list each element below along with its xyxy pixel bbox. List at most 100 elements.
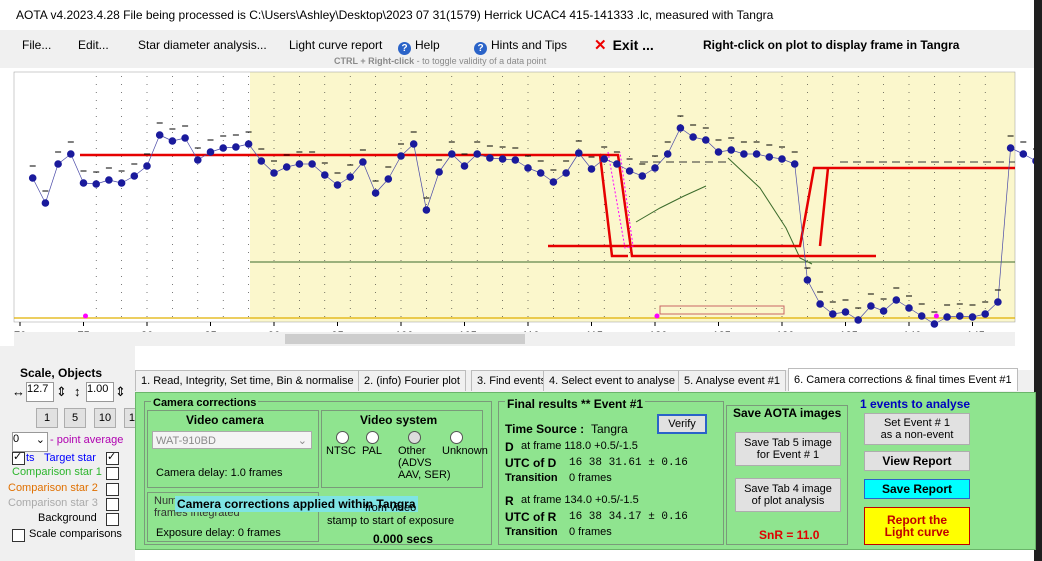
view-report-button[interactable]: View Report <box>864 451 970 471</box>
data-point[interactable] <box>435 168 443 176</box>
data-point[interactable] <box>105 176 113 184</box>
scale-button-5[interactable]: 5 <box>64 408 86 428</box>
data-point[interactable] <box>994 298 1002 306</box>
data-point[interactable] <box>244 140 253 148</box>
scale-comparisons-checkbox[interactable] <box>12 529 25 542</box>
data-point[interactable] <box>371 189 380 197</box>
data-point[interactable] <box>536 169 545 177</box>
data-point[interactable] <box>549 178 558 186</box>
data-point[interactable] <box>524 164 532 172</box>
data-point[interactable] <box>409 140 418 148</box>
data-point[interactable] <box>511 156 520 164</box>
data-point[interactable] <box>460 162 469 170</box>
tab-fourier[interactable]: 2. (info) Fourier plot <box>358 370 466 391</box>
data-point[interactable] <box>803 276 812 284</box>
data-point[interactable] <box>359 158 367 166</box>
data-point[interactable] <box>663 150 672 158</box>
data-point[interactable] <box>841 308 850 316</box>
data-point[interactable] <box>575 149 583 157</box>
data-point[interactable] <box>308 160 316 168</box>
data-point[interactable] <box>28 174 37 182</box>
data-point[interactable] <box>943 313 951 321</box>
tab-select-event[interactable]: 4. Select event to analyse <box>543 370 681 391</box>
data-point[interactable] <box>295 160 304 168</box>
data-point[interactable] <box>92 180 100 188</box>
data-point[interactable] <box>282 163 291 171</box>
ntsc-radio[interactable] <box>336 431 349 444</box>
data-point[interactable] <box>155 131 164 139</box>
data-point[interactable] <box>917 312 926 320</box>
data-point[interactable] <box>498 155 507 163</box>
data-points[interactable] <box>28 108 1042 328</box>
data-point[interactable] <box>740 150 748 158</box>
menu-help[interactable]: ? Help <box>398 38 440 55</box>
menu-hints[interactable]: ? Hints and Tips <box>474 38 567 55</box>
data-point[interactable] <box>638 172 647 180</box>
comparison-3-checkbox[interactable] <box>106 498 119 511</box>
data-point[interactable] <box>752 150 761 158</box>
data-point[interactable] <box>816 300 824 308</box>
tab-camera-corrections[interactable]: 6. Camera corrections & final times Even… <box>788 368 1018 391</box>
data-point[interactable] <box>117 179 126 187</box>
data-point[interactable] <box>130 172 139 180</box>
data-point[interactable] <box>168 137 177 145</box>
other-radio[interactable] <box>408 431 421 444</box>
data-point[interactable] <box>930 320 939 328</box>
data-point[interactable] <box>905 304 913 312</box>
data-point[interactable] <box>676 124 685 132</box>
invalid-point[interactable] <box>654 313 660 319</box>
menu-light-curve-report[interactable]: Light curve report <box>289 38 383 52</box>
data-point[interactable] <box>41 199 50 207</box>
save-report-button[interactable]: Save Report <box>864 479 970 499</box>
verify-button[interactable]: Verify <box>657 414 707 434</box>
data-point[interactable] <box>384 175 393 183</box>
data-point[interactable] <box>473 150 482 158</box>
light-curve-svg[interactable]: 7075808590951001051101151201251301351401… <box>0 68 1042 346</box>
data-point[interactable] <box>79 179 88 187</box>
comparison-1-checkbox[interactable] <box>106 467 119 480</box>
data-point[interactable] <box>879 307 888 315</box>
data-point[interactable] <box>625 167 634 175</box>
menu-star-diameter[interactable]: Star diameter analysis... <box>138 38 267 52</box>
data-point[interactable] <box>270 169 278 177</box>
data-point[interactable] <box>397 152 405 160</box>
tab-analyse-event[interactable]: 5. Analyse event #1 <box>678 370 787 391</box>
data-point[interactable] <box>206 148 215 156</box>
data-point[interactable] <box>600 155 608 163</box>
spin-icon-2[interactable]: ⇕ <box>115 384 126 399</box>
tab-read[interactable]: 1. Read, Integrity, Set time, Bin & norm… <box>135 370 360 391</box>
data-point[interactable] <box>587 165 596 173</box>
data-point[interactable] <box>727 146 735 154</box>
scale-spinner[interactable]: 12.7 <box>26 382 54 402</box>
background-checkbox[interactable] <box>106 513 119 526</box>
scale-button-10[interactable]: 10 <box>94 408 116 428</box>
camera-select[interactable]: WAT-910BD ⌄ <box>152 431 312 449</box>
menu-file[interactable]: File... <box>22 38 52 52</box>
spin-icon[interactable]: ⇕ <box>56 384 67 399</box>
invalid-point[interactable] <box>83 313 88 319</box>
set-non-event-button[interactable]: Set Event # 1 as a non-event <box>864 413 970 445</box>
data-point[interactable] <box>765 153 774 161</box>
data-point[interactable] <box>181 134 189 142</box>
data-point[interactable] <box>702 136 710 144</box>
data-point[interactable] <box>321 171 329 179</box>
data-point[interactable] <box>689 133 697 141</box>
data-point[interactable] <box>867 302 875 310</box>
data-point[interactable] <box>968 313 977 321</box>
data-point[interactable] <box>613 160 621 168</box>
data-point[interactable] <box>486 154 494 162</box>
target-checkbox-left[interactable] <box>12 450 25 465</box>
data-point[interactable] <box>651 164 659 172</box>
data-point[interactable] <box>422 206 431 214</box>
save-tab5-button[interactable]: Save Tab 5 image for Event # 1 <box>735 432 841 466</box>
data-point[interactable] <box>346 173 355 181</box>
data-point[interactable] <box>981 310 989 318</box>
save-tab4-button[interactable]: Save Tab 4 image of plot analysis <box>735 478 841 512</box>
data-point[interactable] <box>1032 157 1040 165</box>
data-point[interactable] <box>1006 144 1015 152</box>
invalid-point[interactable] <box>933 313 939 319</box>
data-point[interactable] <box>333 181 342 189</box>
plot-scrollbar[interactable] <box>14 332 1015 346</box>
point-average-select[interactable]: 0 ⌄ <box>12 432 48 452</box>
unknown-radio[interactable] <box>450 431 463 444</box>
